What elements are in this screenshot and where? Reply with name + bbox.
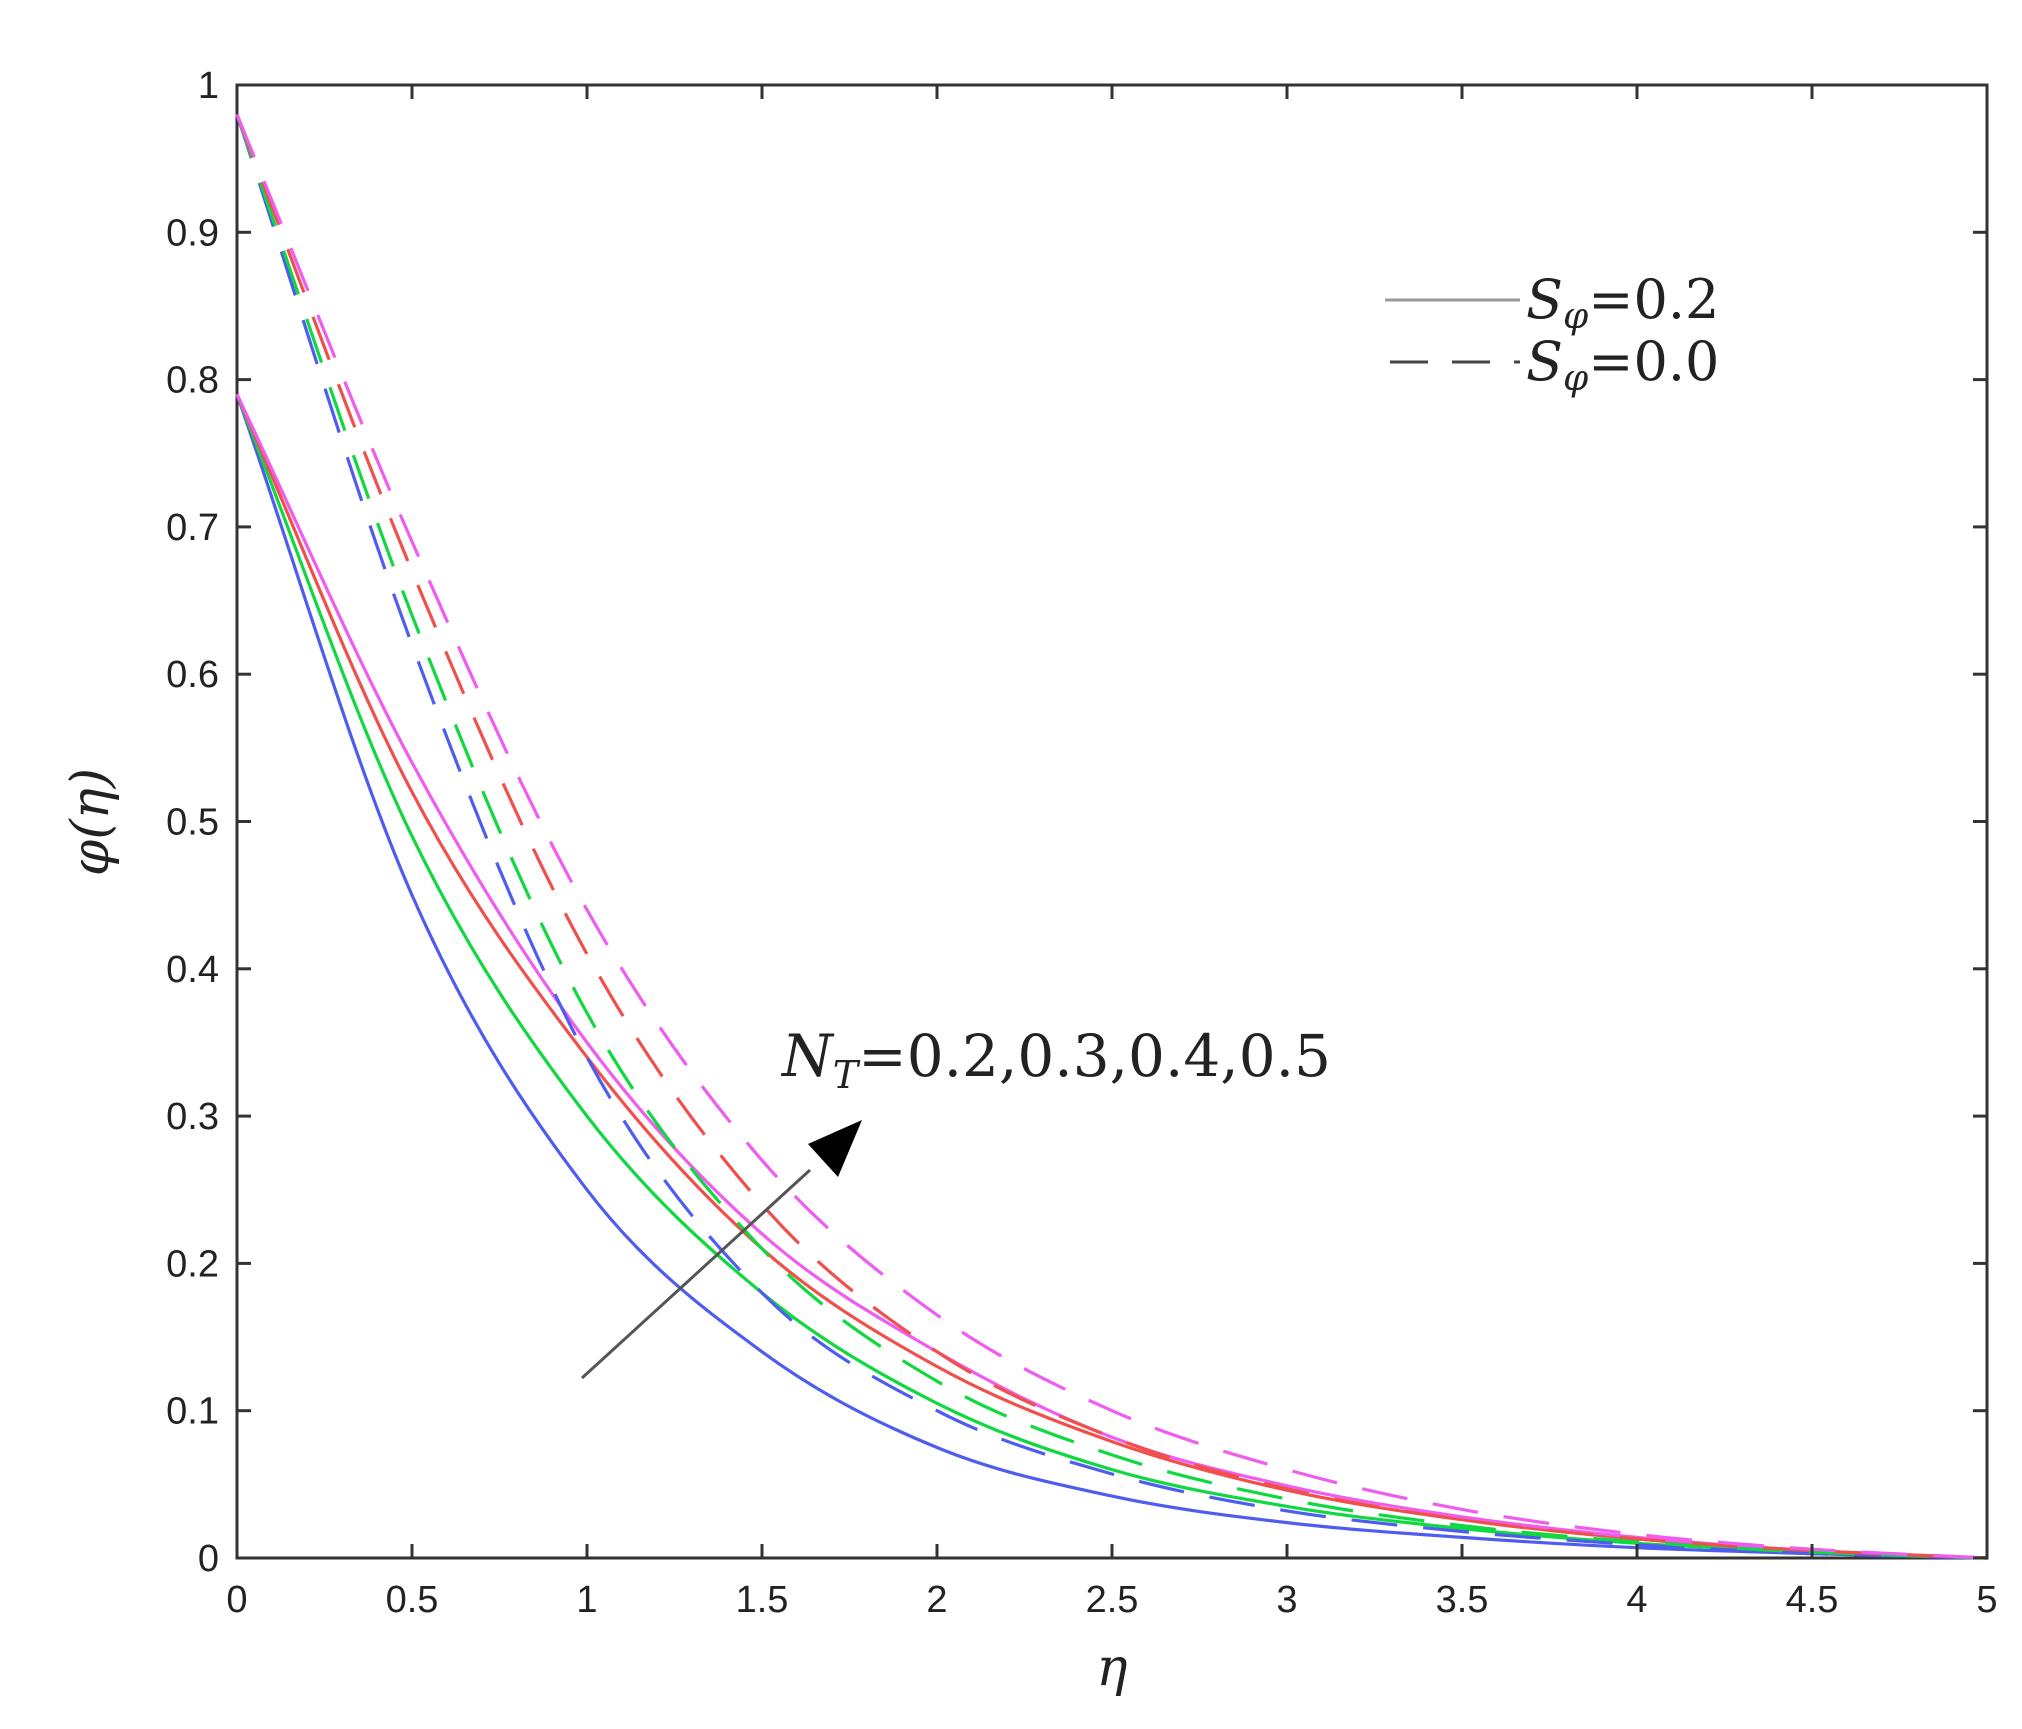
y-tick-label: 0.7 <box>166 507 219 549</box>
x-axis-label: η <box>1096 1638 1127 1698</box>
x-tick-label: 2 <box>926 1579 947 1621</box>
annotation-label: NT=0.2,0.3,0.4,0.5 <box>780 1022 1331 1097</box>
x-tick-label: 5 <box>1976 1579 1997 1621</box>
ticks <box>235 83 1989 1560</box>
x-tick-label: 3 <box>1276 1579 1297 1621</box>
legend-label-solid: Sφ=0.2 <box>1526 268 1719 337</box>
series-line-dashed-1 <box>235 113 1988 1560</box>
series-line-solid-1 <box>235 393 1988 1560</box>
annotation-arrow-line <box>580 1168 812 1380</box>
y-tick-label: 0.8 <box>166 360 219 402</box>
y-tick-label: 1 <box>198 65 219 107</box>
y-tick-label: 0.5 <box>166 802 219 844</box>
y-tick-label: 0.6 <box>166 654 219 696</box>
legend: Sφ=0.2 Sφ=0.0 <box>1385 268 1719 399</box>
y-tick-label: 0.9 <box>166 212 219 254</box>
x-tick-label: 4 <box>1626 1579 1647 1621</box>
x-tick-label: 1.5 <box>736 1579 789 1621</box>
y-tick-label: 0.4 <box>166 949 219 991</box>
y-tick-label: 0 <box>198 1538 219 1580</box>
x-tick-label: 3.5 <box>1436 1579 1489 1621</box>
plot-area <box>235 83 1989 1560</box>
x-tick-label: 4.5 <box>1786 1579 1839 1621</box>
x-tick-label: 1 <box>576 1579 597 1621</box>
tick-labels: 0 0.5 1 1.5 2 2.5 3 3.5 4 4.5 5 0 0.1 0.2 0.3 0.4 0.5 0.6… <box>166 65 1997 1621</box>
x-tick-label: 0.5 <box>386 1579 439 1621</box>
x-tick-label: 0 <box>226 1579 247 1621</box>
y-axis-label: φ(η) <box>61 768 121 876</box>
series-line-dashed-4 <box>235 113 1988 1560</box>
annotation: NT=0.2,0.3,0.4,0.5 <box>580 1022 1331 1380</box>
annotation-arrowhead <box>808 1120 862 1177</box>
legend-label-dashed: Sφ=0.0 <box>1526 330 1719 399</box>
y-tick-label: 0.1 <box>166 1391 219 1433</box>
series-line-dashed-2 <box>235 113 1988 1560</box>
x-tick-label: 2.5 <box>1086 1579 1139 1621</box>
curves <box>235 113 1988 1560</box>
y-tick-label: 0.2 <box>166 1243 219 1285</box>
series-line-dashed-3 <box>235 113 1988 1560</box>
y-tick-label: 0.3 <box>166 1096 219 1138</box>
